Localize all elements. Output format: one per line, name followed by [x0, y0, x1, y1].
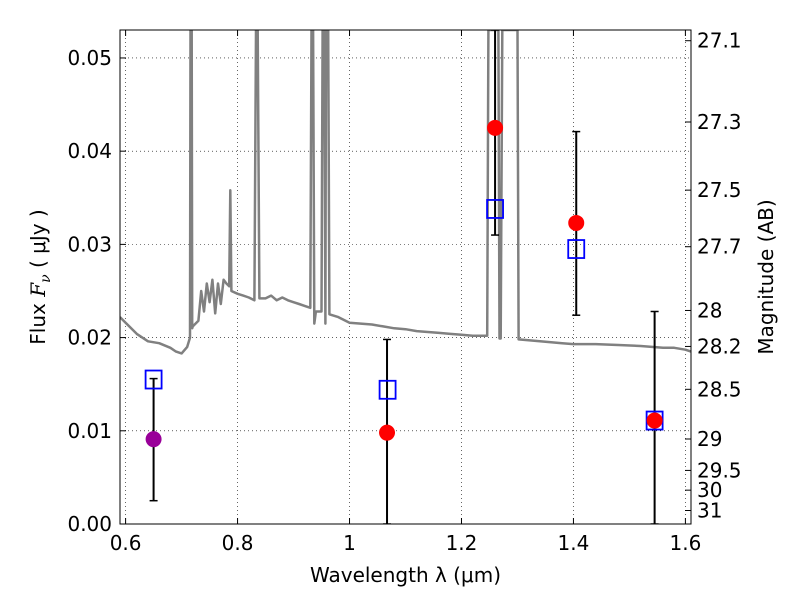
x-tick-label: 0.8 [222, 531, 254, 555]
observed-circle-marker [145, 431, 162, 448]
axes-ticks: 0.6 0.8 1 1.2 1.4 1.6 0.00 0.01 0.02 0.03 0.04 0.05… [67, 29, 741, 555]
magnitude-tick-label: 29 [697, 427, 722, 451]
y-tick-label: 0.02 [67, 326, 112, 350]
x-tick-label: 1 [343, 531, 356, 555]
magnitude-axis-label: Magnitude (AB) [754, 199, 778, 354]
observed-circle-marker [568, 214, 585, 231]
data-markers [144, 119, 664, 448]
x-tick-label: 1.4 [558, 531, 590, 555]
model-square-marker [378, 379, 397, 400]
plot-frame [119, 29, 692, 525]
error-bars [149, 30, 659, 524]
magnitude-tick-label: 27.5 [697, 178, 742, 202]
model-square-marker [567, 239, 586, 259]
magnitude-tick-label: 28.2 [697, 334, 742, 358]
grid [120, 30, 691, 525]
model-sed [120, 30, 691, 355]
magnitude-tick-label: 30 [697, 478, 722, 502]
y-tick-label: 0.01 [67, 419, 112, 443]
y-axis-label: Flux Fν ( μJy ) [26, 209, 54, 344]
observed-circle-marker [646, 412, 663, 429]
y-tick-label: 0.05 [67, 46, 112, 70]
magnitude-tick-label: 29.5 [697, 458, 742, 482]
x-tick-label: 1.2 [446, 531, 478, 555]
model-sed-line [120, 30, 691, 355]
y-tick-label: 0.03 [67, 232, 112, 256]
y-tick-label: 0.00 [67, 512, 112, 536]
y-tick-label: 0.04 [67, 139, 112, 163]
model-square-marker [144, 369, 163, 390]
magnitude-tick-label: 27.7 [697, 235, 742, 259]
magnitude-tick-label: 31 [697, 498, 722, 522]
magnitude-tick-label: 28.5 [697, 377, 742, 401]
x-axis-label: Wavelength λ (μm) [310, 563, 501, 587]
magnitude-tick-label: 27.3 [697, 110, 742, 134]
magnitude-tick-label: 28 [697, 298, 722, 322]
x-tick-label: 0.6 [110, 531, 142, 555]
x-tick-label: 1.6 [669, 531, 701, 555]
observed-circle-marker [379, 424, 396, 441]
model-square-marker [486, 199, 504, 219]
magnitude-tick-label: 27.1 [697, 29, 742, 53]
observed-circle-marker [487, 119, 504, 136]
